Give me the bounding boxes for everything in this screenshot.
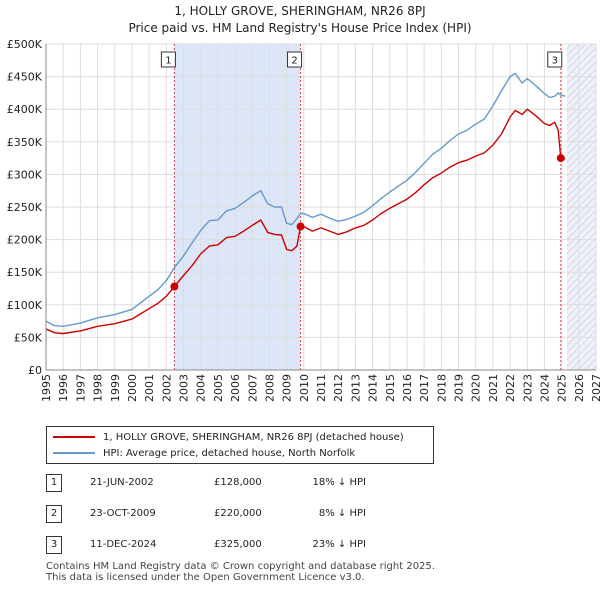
x-tick-label: 2007 bbox=[246, 374, 259, 402]
x-tick-label: 1996 bbox=[57, 374, 70, 402]
transaction-date: 11-DEC-2024 bbox=[90, 539, 157, 550]
x-tick-label: 2002 bbox=[160, 374, 173, 402]
x-tick-label: 1999 bbox=[109, 374, 122, 402]
hpi-line bbox=[45, 72, 566, 327]
x-tick-label: 1995 bbox=[40, 374, 53, 402]
y-tick-label: £300K bbox=[7, 168, 43, 181]
legend-item-property: 1, HOLLY GROVE, SHERINGHAM, NR26 8PJ (de… bbox=[53, 430, 404, 444]
y-tick-label: £100K bbox=[7, 299, 43, 312]
transaction-price: £325,000 bbox=[214, 539, 262, 550]
x-tick-label: 2021 bbox=[487, 374, 500, 402]
x-tick-label: 2012 bbox=[332, 374, 345, 402]
x-tick-label: 2008 bbox=[263, 374, 276, 402]
sale-point bbox=[296, 222, 305, 231]
x-tick-label: 2020 bbox=[470, 374, 483, 402]
y-tick-label: £500K bbox=[7, 38, 43, 51]
x-tick-label: 2001 bbox=[143, 374, 156, 402]
sale-point bbox=[170, 282, 179, 291]
x-tick-label: 2013 bbox=[349, 374, 362, 402]
transaction-hpi-diff: 23% ↓ HPI bbox=[312, 539, 366, 550]
x-tick-label: 2010 bbox=[298, 374, 311, 402]
footer-attribution: Contains HM Land Registry data © Crown c… bbox=[46, 561, 435, 583]
x-tick-label: 2015 bbox=[384, 374, 397, 402]
property-price-line bbox=[45, 108, 566, 335]
x-tick-label: 2011 bbox=[315, 374, 328, 402]
transaction-price: £128,000 bbox=[214, 477, 262, 488]
x-tick-label: 2019 bbox=[453, 374, 466, 402]
x-tick-label: 2018 bbox=[435, 374, 448, 402]
chart-legend: 1, HOLLY GROVE, SHERINGHAM, NR26 8PJ (de… bbox=[46, 426, 434, 464]
x-tick-label: 2009 bbox=[281, 374, 294, 402]
transaction-date: 21-JUN-2002 bbox=[90, 477, 154, 488]
legend-hpi-label: HPI: Average price, detached house, Nort… bbox=[103, 447, 356, 459]
y-tick-label: £350K bbox=[7, 136, 43, 149]
x-tick-label: 2017 bbox=[418, 374, 431, 402]
x-tick-label: 2022 bbox=[504, 374, 517, 402]
footer-copyright: Contains HM Land Registry data © Crown c… bbox=[46, 561, 435, 572]
x-tick-label: 2005 bbox=[212, 374, 225, 402]
x-tick-label: 1997 bbox=[74, 374, 87, 402]
chart-title-subtitle: Price paid vs. HM Land Registry's House … bbox=[128, 21, 472, 35]
hpi-line-swatch bbox=[53, 452, 95, 454]
x-tick-label: 2016 bbox=[401, 374, 414, 402]
transaction-price: £220,000 bbox=[214, 508, 262, 519]
x-tick-label: 2025 bbox=[556, 374, 569, 402]
transaction-row: 2 23-OCT-2009 £220,000 8% ↓ HPI bbox=[46, 505, 526, 523]
x-tick-label: 2026 bbox=[573, 374, 586, 402]
x-tick-label: 1998 bbox=[92, 374, 105, 402]
property-line-swatch bbox=[53, 436, 95, 438]
y-tick-label: £50K bbox=[14, 331, 43, 344]
transaction-row: 3 11-DEC-2024 £325,000 23% ↓ HPI bbox=[46, 536, 526, 554]
x-tick-label: 2006 bbox=[229, 374, 242, 402]
x-tick-label: 2004 bbox=[195, 374, 208, 402]
transaction-hpi-diff: 8% ↓ HPI bbox=[318, 508, 366, 519]
sale-marker-label: 3 bbox=[552, 56, 558, 67]
legend-property-label: 1, HOLLY GROVE, SHERINGHAM, NR26 8PJ (de… bbox=[103, 431, 404, 443]
legend-item-hpi: HPI: Average price, detached house, Nort… bbox=[53, 446, 355, 460]
transaction-hpi-diff: 18% ↓ HPI bbox=[312, 477, 366, 488]
sale-point bbox=[556, 154, 565, 163]
transaction-number-badge: 2 bbox=[46, 505, 62, 523]
price-chart: 1 2 3 £0 £50K £100K £150K £200K £250K £300K £350K… bbox=[7, 38, 600, 402]
y-tick-label: £150K bbox=[7, 266, 43, 279]
x-tick-label: 2000 bbox=[126, 374, 139, 402]
y-tick-label: £0 bbox=[28, 364, 42, 377]
y-tick-label: £250K bbox=[7, 201, 43, 214]
x-tick-label: 2003 bbox=[178, 374, 191, 402]
x-tick-label: 2024 bbox=[538, 374, 551, 402]
y-tick-label: £400K bbox=[7, 103, 43, 116]
x-tick-label: 2014 bbox=[367, 374, 380, 402]
sale-marker-box bbox=[287, 51, 303, 68]
sale-marker-label: 2 bbox=[291, 56, 297, 67]
y-tick-label: £200K bbox=[7, 234, 43, 247]
transaction-number-badge: 1 bbox=[46, 474, 62, 492]
sale-marker-box bbox=[547, 51, 563, 68]
transaction-row: 1 21-JUN-2002 £128,000 18% ↓ HPI bbox=[46, 474, 526, 492]
x-tick-label: 2023 bbox=[521, 374, 534, 402]
chart-title-address: 1, HOLLY GROVE, SHERINGHAM, NR26 8PJ bbox=[174, 4, 426, 18]
y-tick-label: £450K bbox=[7, 71, 43, 84]
footer-licence: This data is licensed under the Open Gov… bbox=[46, 572, 365, 583]
transaction-date: 23-OCT-2009 bbox=[90, 508, 156, 519]
transaction-number-badge: 3 bbox=[46, 536, 62, 554]
sale-marker-label: 1 bbox=[165, 56, 171, 67]
sale-marker-box bbox=[160, 51, 176, 68]
x-tick-label: 2027 bbox=[590, 374, 600, 402]
